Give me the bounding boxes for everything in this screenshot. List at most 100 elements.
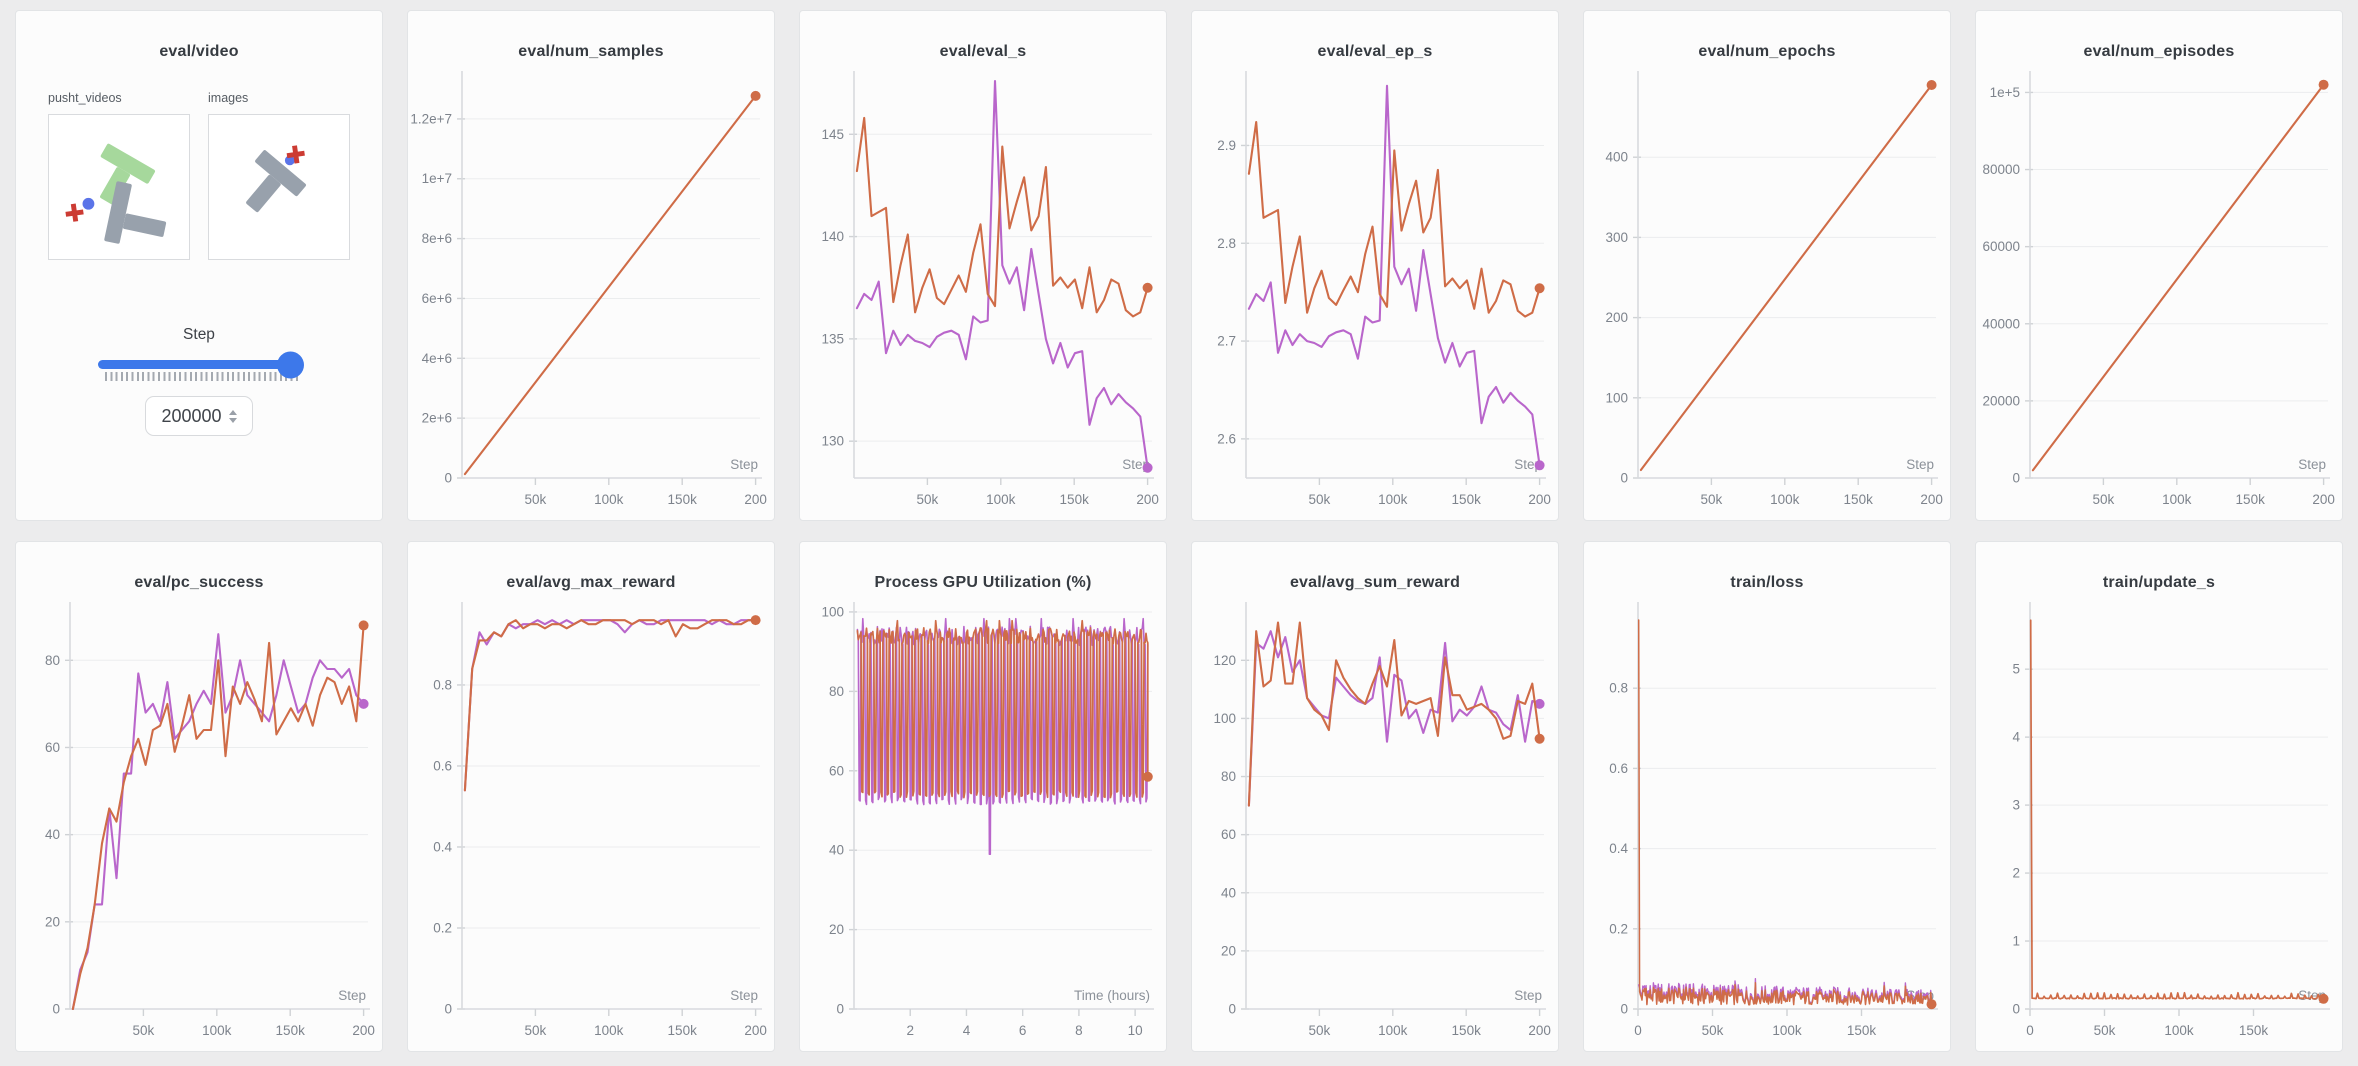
x-axis-tick-label: 4	[963, 1023, 971, 1038]
chart-title: eval/eval_s	[939, 43, 1027, 60]
x-axis-tick-label: 150k	[2239, 1023, 2269, 1038]
y-axis-tick-label: 100	[821, 604, 844, 619]
x-axis-tick-label: 200	[1136, 492, 1159, 507]
chart-canvas[interactable]: 0 0.2 0.4 0.6 0.8 50k 100k 150k 200 Step	[408, 594, 774, 1049]
x-axis-tick-label: 50k	[1702, 1023, 1724, 1038]
y-axis-tick-label: 145	[821, 127, 844, 142]
chart-panel-eval-num-epochs: eval/num_epochs 0 100 200 300 400 50k 100k 150k 2…	[1583, 10, 1951, 521]
y-axis-tick-label: 0	[2012, 1002, 2020, 1017]
x-axis-tick-label: 50k	[1701, 492, 1723, 507]
spinner-down-icon[interactable]	[228, 417, 237, 423]
series-end-dot-run-orange	[2318, 993, 2329, 1004]
series-line-run-orange	[71, 624, 365, 1010]
step-input[interactable]: 200000	[145, 396, 253, 436]
y-axis-tick-label: 0	[52, 1002, 60, 1017]
chart-canvas[interactable]: 0 20 40 60 80 100 2 4 6 8 10 Time (hours)	[800, 594, 1166, 1049]
step-input-spinner[interactable]	[228, 409, 237, 423]
x-axis-tick-label: 200	[744, 492, 767, 507]
y-axis-tick-label: 0.6	[433, 758, 452, 773]
x-axis-tick-label: 150k	[2236, 492, 2266, 507]
chart-canvas[interactable]: 0 2e+6 4e+6 6e+6 8e+6 1e+7 1.2e+7 50k 100k 150k 20…	[408, 63, 774, 518]
y-axis-tick-label: 140	[821, 229, 844, 244]
x-axis-tick-label: 100k	[2164, 1023, 2194, 1038]
media-item-pusht-videos: pusht_videos	[48, 91, 190, 260]
x-axis-tick-label: 200	[1528, 492, 1551, 507]
media-item-images: images	[208, 91, 350, 260]
chart-panel-train-update-s: train/update_s 0 1 2 3 4 5 0 50k 100k 150k Step	[1975, 541, 2343, 1052]
pusht-video-thumbnail[interactable]	[48, 114, 190, 260]
y-axis-tick-label: 2.7	[1217, 334, 1236, 349]
step-slider[interactable]	[98, 351, 304, 381]
chart-canvas[interactable]: 2.6 2.7 2.8 2.9 50k 100k 150k 200 Step	[1192, 63, 1558, 518]
x-axis-tick-label: 200	[1528, 1023, 1551, 1038]
chart-panel-eval-pc-success: eval/pc_success 0 20 40 60 80 50k 100k 150k 200 St…	[15, 541, 383, 1052]
images-thumbnail[interactable]	[208, 114, 350, 260]
chart-title: Process GPU Utilization (%)	[874, 574, 1092, 591]
y-axis-tick-label: 1e+7	[422, 171, 452, 186]
chart-panel-process-gpu-utilization: Process GPU Utilization (%) 0 20 40 60 80 100 2…	[799, 541, 1167, 1052]
y-axis-tick-label: 130	[821, 434, 844, 449]
series-line-run-orange	[1247, 621, 1541, 807]
x-axis-tick-label: 0	[2026, 1023, 2034, 1038]
images-frame	[246, 145, 306, 213]
y-axis-tick-label: 0	[836, 1002, 844, 1017]
x-axis-tick-label: 50k	[133, 1023, 155, 1038]
y-axis-tick-label: 40	[1221, 885, 1236, 900]
y-axis-tick-label: 60000	[1982, 239, 2020, 254]
gray-t-shape	[246, 150, 306, 213]
spinner-up-icon[interactable]	[228, 409, 237, 415]
gray-t-shape	[104, 181, 167, 244]
chart-title: eval/num_samples	[518, 43, 664, 60]
y-axis-tick-label: 0.8	[433, 677, 452, 692]
x-axis-tick-label: 150k	[1452, 492, 1482, 507]
x-axis-tick-label: 50k	[525, 1023, 547, 1038]
series-line-run-orange	[1639, 83, 1933, 472]
chart-canvas[interactable]: 0 20000 40000 60000 80000 1e+5 50k 100k 150k 200 S…	[1976, 63, 2342, 518]
y-axis-tick-label: 0	[2012, 471, 2020, 486]
chart-canvas[interactable]: 0 20 40 60 80 100 120 50k 100k 150k 200 Step	[1192, 594, 1558, 1049]
y-axis-tick-label: 0	[444, 471, 452, 486]
green-t-shape	[100, 143, 156, 205]
y-axis-tick-label: 2	[2012, 866, 2020, 881]
x-axis-tick-label: 200	[2312, 492, 2335, 507]
x-axis-tick-label: 50k	[1309, 492, 1331, 507]
video-panel-title: eval/video	[159, 43, 239, 60]
y-axis-tick-label: 60	[829, 763, 844, 778]
x-axis-tick-label: 150k	[1844, 492, 1874, 507]
series-end-dot-run-purple	[1534, 460, 1545, 471]
x-axis-tick-label: 200	[744, 1023, 767, 1038]
step-slider-handle[interactable]	[277, 351, 304, 378]
x-axis-tick-label: 100k	[986, 492, 1016, 507]
y-axis-tick-label: 20000	[1982, 393, 2020, 408]
y-axis-tick-label: 20	[45, 914, 60, 929]
y-axis-tick-label: 0.6	[1609, 761, 1628, 776]
x-axis-tick-label: 100k	[594, 492, 624, 507]
y-axis-tick-label: 300	[1605, 230, 1628, 245]
x-axis-label: Step	[2298, 457, 2326, 472]
x-axis-tick-label: 200	[352, 1023, 375, 1038]
agent-dot	[82, 197, 95, 210]
y-axis-tick-label: 4e+6	[422, 351, 452, 366]
y-axis-tick-label: 0	[1620, 471, 1628, 486]
step-slider-track[interactable]	[98, 351, 304, 378]
x-axis-tick-label: 100k	[1770, 492, 1800, 507]
y-axis-tick-label: 40	[45, 827, 60, 842]
chart-title: eval/eval_ep_s	[1317, 43, 1433, 60]
series-line-run-orange	[463, 94, 757, 476]
y-axis-tick-label: 2.8	[1217, 236, 1236, 251]
x-axis-tick-label: 100k	[1772, 1023, 1802, 1038]
y-axis-tick-label: 80	[1221, 769, 1236, 784]
chart-canvas[interactable]: 0 20 40 60 80 50k 100k 150k 200 Step	[16, 594, 382, 1049]
y-axis-tick-label: 40	[829, 843, 844, 858]
y-axis-tick-label: 200	[1605, 310, 1628, 325]
x-axis-tick-label: 2	[906, 1023, 914, 1038]
x-axis-label: Step	[730, 988, 758, 1003]
x-axis-tick-label: 150k	[276, 1023, 306, 1038]
y-axis-tick-label: 0.8	[1609, 681, 1628, 696]
chart-canvas[interactable]: 0 100 200 300 400 50k 100k 150k 200 Step	[1584, 63, 1950, 518]
chart-title: eval/pc_success	[134, 574, 264, 591]
series-line-run-orange	[856, 619, 1149, 799]
